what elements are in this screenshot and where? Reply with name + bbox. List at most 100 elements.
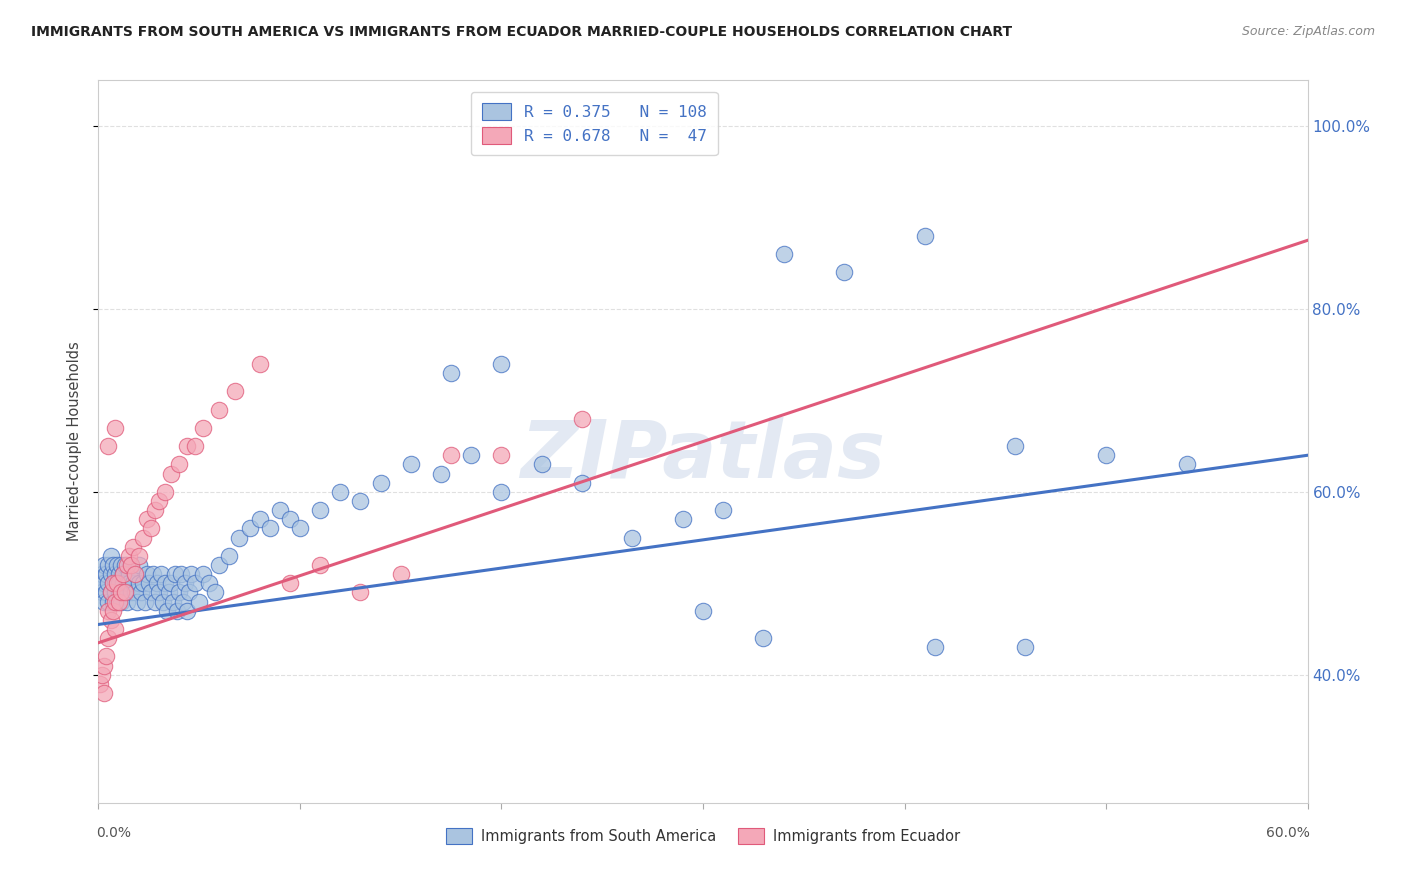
Point bbox=[100, 585, 122, 599]
Point bbox=[96, 585, 118, 599]
Point bbox=[100, 549, 122, 563]
Point bbox=[166, 604, 188, 618]
Point bbox=[135, 512, 157, 526]
Point bbox=[93, 686, 115, 700]
Point bbox=[101, 604, 124, 618]
Point bbox=[96, 567, 118, 582]
Point bbox=[143, 503, 166, 517]
Y-axis label: Married-couple Households: Married-couple Households bbox=[67, 342, 83, 541]
Point bbox=[148, 585, 170, 599]
Point bbox=[179, 585, 201, 599]
Point bbox=[134, 594, 156, 608]
Text: 0.0%: 0.0% bbox=[97, 826, 131, 839]
Point bbox=[832, 265, 855, 279]
Point bbox=[101, 594, 124, 608]
Point bbox=[208, 558, 231, 572]
Point bbox=[148, 494, 170, 508]
Point bbox=[249, 512, 271, 526]
Point bbox=[224, 384, 246, 399]
Point bbox=[110, 594, 132, 608]
Point bbox=[370, 475, 392, 490]
Point bbox=[160, 576, 183, 591]
Point bbox=[100, 585, 122, 599]
Point bbox=[184, 576, 207, 591]
Point bbox=[91, 667, 114, 681]
Point bbox=[91, 567, 114, 582]
Point bbox=[259, 521, 281, 535]
Point bbox=[399, 458, 422, 472]
Point bbox=[132, 531, 155, 545]
Point bbox=[176, 439, 198, 453]
Point bbox=[107, 594, 129, 608]
Point bbox=[288, 521, 311, 535]
Point bbox=[96, 649, 118, 664]
Point bbox=[249, 357, 271, 371]
Point bbox=[491, 448, 513, 462]
Point bbox=[118, 567, 141, 582]
Point bbox=[124, 585, 146, 599]
Point bbox=[100, 567, 122, 582]
Text: IMMIGRANTS FROM SOUTH AMERICA VS IMMIGRANTS FROM ECUADOR MARRIED-COUPLE HOUSEHOL: IMMIGRANTS FROM SOUTH AMERICA VS IMMIGRA… bbox=[31, 25, 1012, 39]
Point bbox=[93, 658, 115, 673]
Point bbox=[118, 549, 141, 563]
Point bbox=[115, 594, 138, 608]
Point bbox=[218, 549, 240, 563]
Point bbox=[101, 576, 124, 591]
Point bbox=[114, 558, 136, 572]
Point bbox=[146, 576, 169, 591]
Point bbox=[278, 576, 301, 591]
Point bbox=[120, 585, 142, 599]
Point bbox=[128, 549, 150, 563]
Point bbox=[114, 585, 136, 599]
Point bbox=[135, 567, 157, 582]
Text: ZIPatlas: ZIPatlas bbox=[520, 417, 886, 495]
Point bbox=[752, 631, 775, 645]
Point bbox=[157, 585, 180, 599]
Point bbox=[180, 567, 202, 582]
Point bbox=[1095, 448, 1118, 462]
Point bbox=[118, 576, 141, 591]
Point bbox=[132, 576, 155, 591]
Point bbox=[103, 567, 125, 582]
Text: 60.0%: 60.0% bbox=[1265, 826, 1309, 839]
Point bbox=[152, 594, 174, 608]
Point bbox=[329, 484, 352, 499]
Point bbox=[143, 594, 166, 608]
Point bbox=[115, 576, 138, 591]
Point bbox=[167, 458, 190, 472]
Point bbox=[111, 567, 134, 582]
Point bbox=[460, 448, 482, 462]
Point bbox=[924, 640, 946, 655]
Point bbox=[440, 448, 463, 462]
Point bbox=[571, 411, 593, 425]
Point bbox=[93, 576, 115, 591]
Point bbox=[120, 558, 142, 572]
Point bbox=[103, 576, 125, 591]
Point bbox=[349, 494, 371, 508]
Point bbox=[162, 594, 184, 608]
Point bbox=[530, 458, 553, 472]
Point bbox=[208, 402, 231, 417]
Point bbox=[167, 585, 190, 599]
Point bbox=[100, 613, 122, 627]
Point bbox=[97, 631, 120, 645]
Point bbox=[128, 558, 150, 572]
Point bbox=[1014, 640, 1036, 655]
Point bbox=[101, 576, 124, 591]
Point bbox=[174, 576, 197, 591]
Point bbox=[184, 439, 207, 453]
Point bbox=[105, 594, 128, 608]
Point bbox=[149, 567, 172, 582]
Point bbox=[89, 677, 111, 691]
Point bbox=[114, 585, 136, 599]
Point bbox=[309, 503, 332, 517]
Point bbox=[139, 585, 162, 599]
Point bbox=[430, 467, 453, 481]
Point bbox=[193, 421, 215, 435]
Point bbox=[110, 585, 132, 599]
Point bbox=[1004, 439, 1026, 453]
Point bbox=[103, 421, 125, 435]
Point bbox=[93, 558, 115, 572]
Point bbox=[389, 567, 412, 582]
Point bbox=[772, 247, 794, 261]
